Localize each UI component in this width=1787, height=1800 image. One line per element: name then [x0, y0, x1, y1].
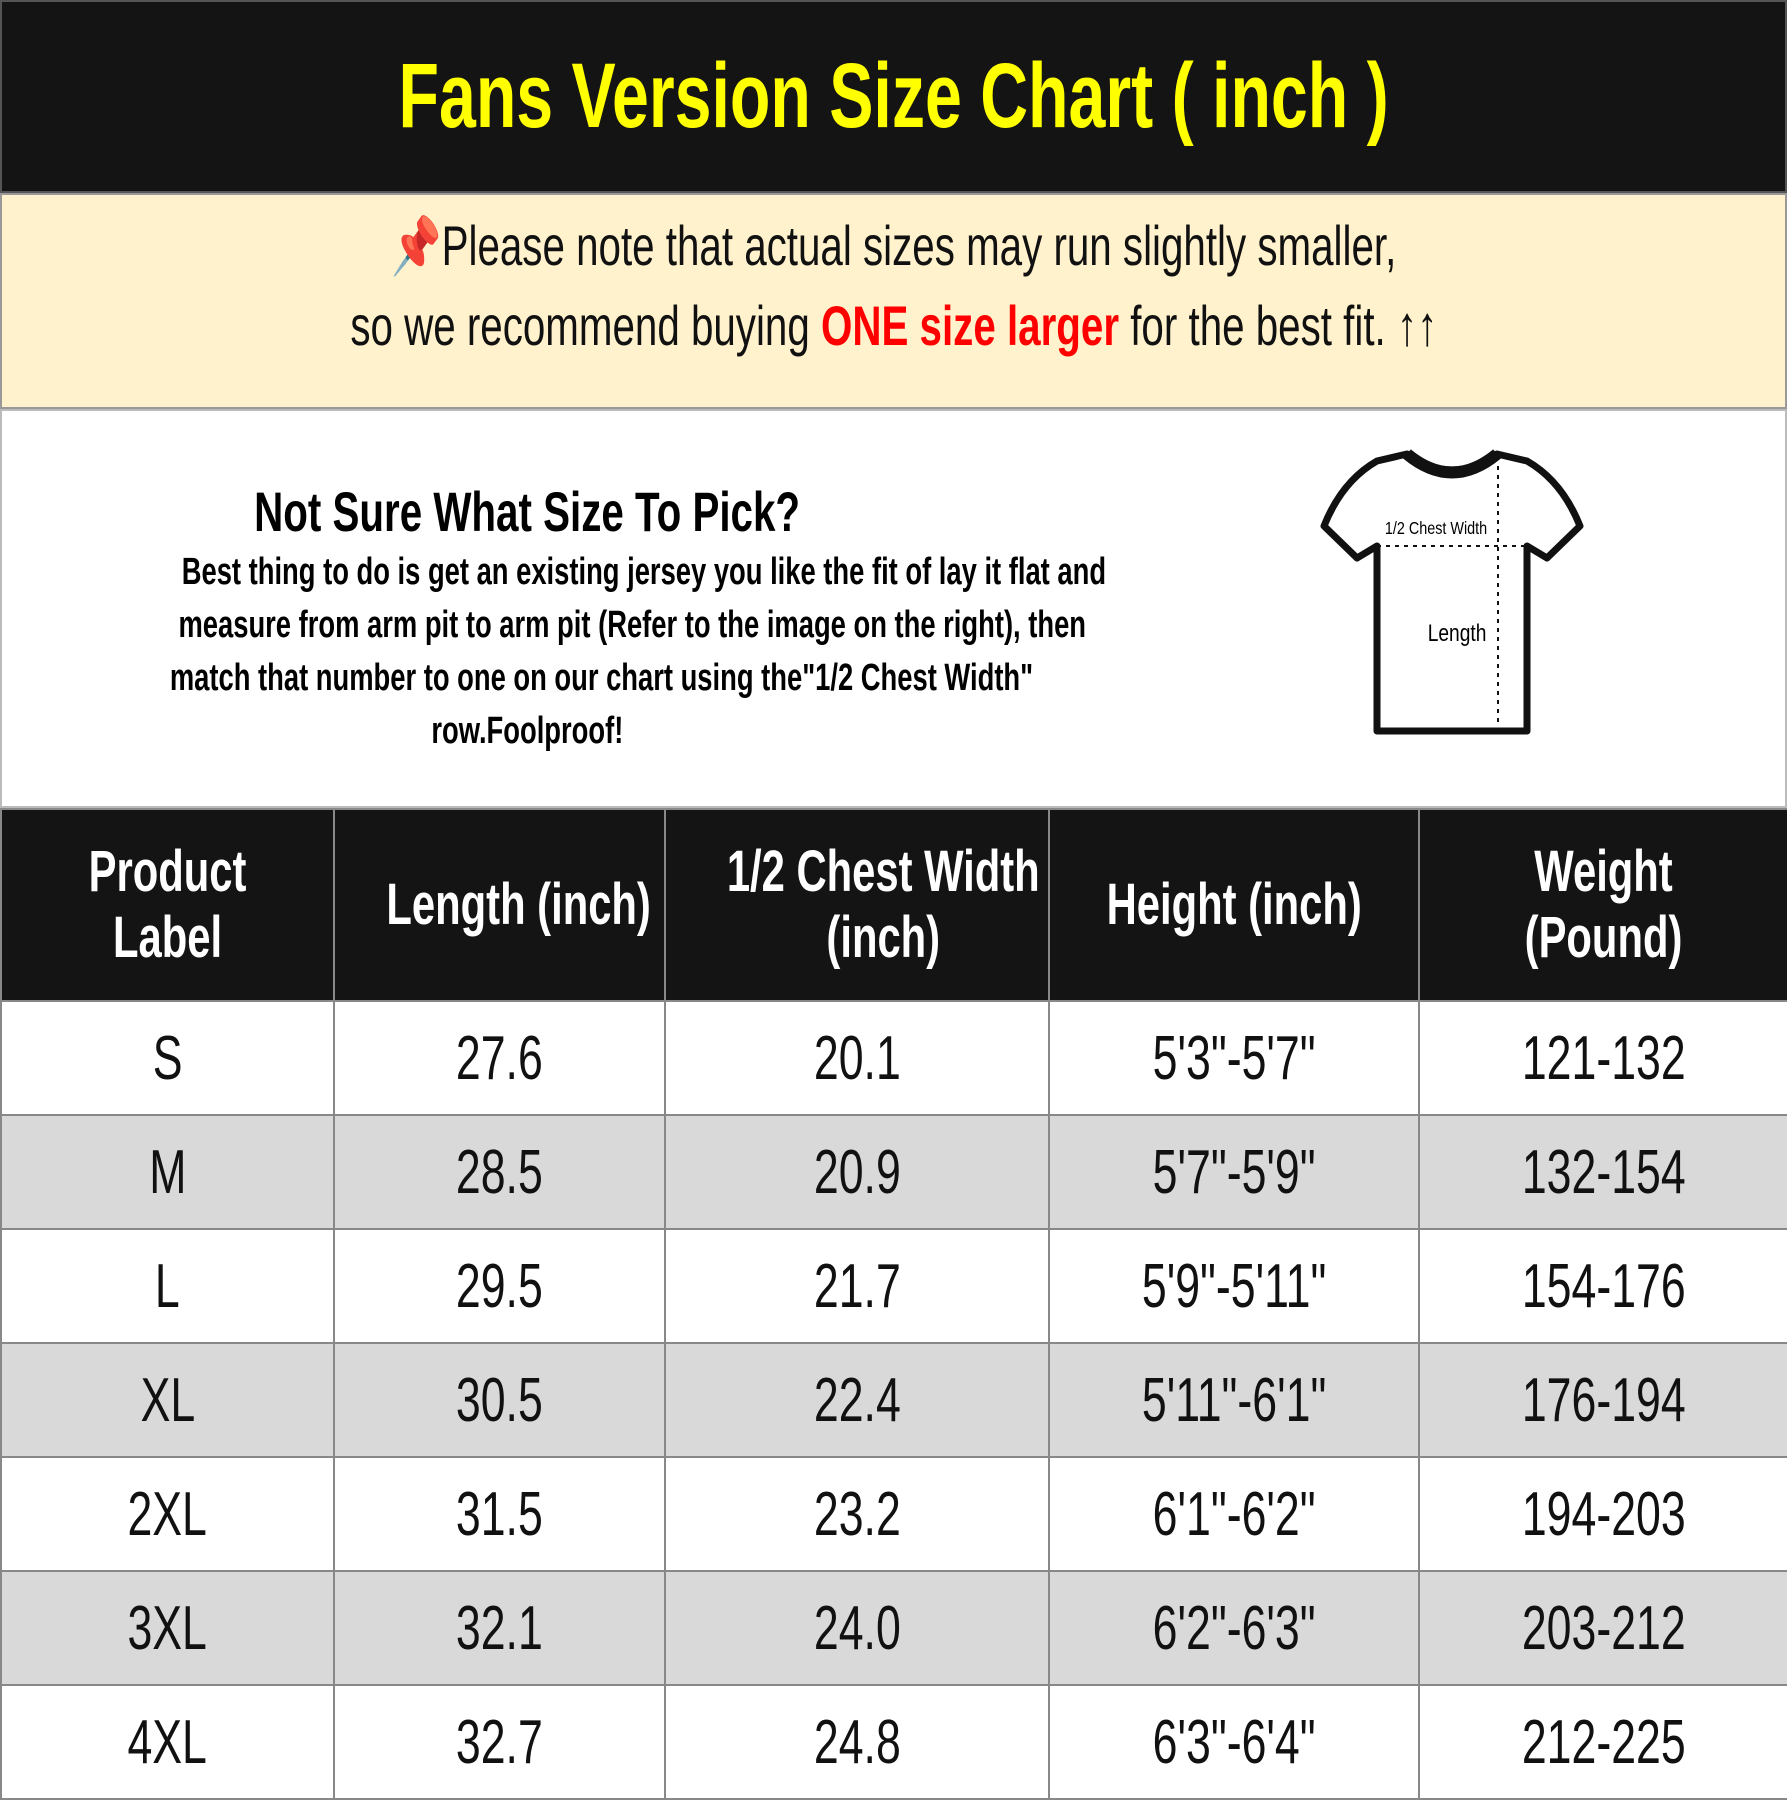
- length-label: Length: [1428, 619, 1487, 647]
- table-row: M 28.5 20.9 5'7"-5'9" 132-154: [0, 1114, 1787, 1230]
- cell-chest-width: 20.9: [664, 1114, 1050, 1230]
- cell-height: 5'9"-5'11": [1048, 1228, 1420, 1344]
- table-row: XL 30.5 22.4 5'11"-6'1" 176-194: [0, 1342, 1787, 1458]
- chest-width-label: 1/2 Chest Width: [1385, 519, 1487, 539]
- table-row: L 29.5 21.7 5'9"-5'11" 154-176: [0, 1228, 1787, 1344]
- cell-length: 27.6: [333, 1000, 666, 1116]
- cell-length: 28.5: [333, 1114, 666, 1230]
- notice-highlight: ONE size larger: [820, 294, 1119, 357]
- cell-length: 31.5: [333, 1456, 666, 1572]
- cell-weight: 212-225: [1418, 1684, 1787, 1800]
- cell-length: 29.5: [333, 1228, 666, 1344]
- guide-line: match that number to one on our chart us…: [169, 657, 1034, 699]
- size-table: Product Label Length (inch) 1/2 Chest Wid…: [0, 808, 1787, 1800]
- cell-height: 5'7"-5'9": [1048, 1114, 1420, 1230]
- guide-line: row.Foolproof!: [431, 710, 623, 752]
- cell-size-label: XL: [0, 1342, 335, 1458]
- guide-question: Not Sure What Size To Pick?: [254, 480, 800, 543]
- guide-line: measure from arm pit to arm pit (Refer t…: [178, 604, 1087, 646]
- cell-size-label: 3XL: [0, 1570, 335, 1686]
- cell-weight: 203-212: [1418, 1570, 1787, 1686]
- page-title: Fans Version Size Chart ( inch ): [398, 45, 1389, 147]
- table-row: 2XL 31.5 23.2 6'1"-6'2" 194-203: [0, 1456, 1787, 1572]
- up-arrows-icon: ↑↑: [1396, 294, 1437, 357]
- cell-chest-width: 21.7: [664, 1228, 1050, 1344]
- header-product-label: Product Label: [0, 808, 335, 1002]
- title-banner: Fans Version Size Chart ( inch ): [0, 0, 1787, 193]
- notice-line-2: so we recommend buying: [350, 294, 821, 357]
- cell-height: 6'1"-6'2": [1048, 1456, 1420, 1572]
- header-weight: Weight (Pound): [1418, 808, 1787, 1002]
- cell-chest-width: 24.0: [664, 1570, 1050, 1686]
- header-length: Length (inch): [333, 808, 666, 1002]
- notice-line-2-end: for the best fit.: [1118, 294, 1397, 357]
- cell-size-label: S: [0, 1000, 335, 1116]
- cell-weight: 176-194: [1418, 1342, 1787, 1458]
- cell-length: 32.1: [333, 1570, 666, 1686]
- cell-length: 32.7: [333, 1684, 666, 1800]
- cell-weight: 194-203: [1418, 1456, 1787, 1572]
- guide-line: Best thing to do is get an existing jers…: [181, 551, 1107, 593]
- cell-weight: 154-176: [1418, 1228, 1787, 1344]
- notice-line-1: Please note that actual sizes may run sl…: [441, 214, 1396, 277]
- notice-banner: 📌Please note that actual sizes may run s…: [0, 193, 1787, 409]
- cell-weight: 121-132: [1418, 1000, 1787, 1116]
- cell-size-label: 2XL: [0, 1456, 335, 1572]
- header-chest-width: 1/2 Chest Width (inch): [664, 808, 1050, 1002]
- cell-chest-width: 23.2: [664, 1456, 1050, 1572]
- tshirt-diagram-icon: 1/2 Chest Width Length: [1320, 449, 1584, 735]
- cell-height: 6'2"-6'3": [1048, 1570, 1420, 1686]
- pushpin-icon: 📌: [391, 214, 442, 277]
- size-guide-section: Not Sure What Size To Pick? Best thing t…: [0, 409, 1787, 808]
- header-height: Height (inch): [1048, 808, 1420, 1002]
- cell-weight: 132-154: [1418, 1114, 1787, 1230]
- cell-size-label: L: [0, 1228, 335, 1344]
- cell-chest-width: 22.4: [664, 1342, 1050, 1458]
- table-row: 3XL 32.1 24.0 6'2"-6'3" 203-212: [0, 1570, 1787, 1686]
- cell-size-label: M: [0, 1114, 335, 1230]
- table-row: S 27.6 20.1 5'3"-5'7" 121-132: [0, 1000, 1787, 1116]
- cell-chest-width: 24.8: [664, 1684, 1050, 1800]
- cell-chest-width: 20.1: [664, 1000, 1050, 1116]
- cell-height: 5'11"-6'1": [1048, 1342, 1420, 1458]
- cell-size-label: 4XL: [0, 1684, 335, 1800]
- cell-length: 30.5: [333, 1342, 666, 1458]
- cell-height: 5'3"-5'7": [1048, 1000, 1420, 1116]
- table-row: 4XL 32.7 24.8 6'3"-6'4" 212-225: [0, 1684, 1787, 1800]
- cell-height: 6'3"-6'4": [1048, 1684, 1420, 1800]
